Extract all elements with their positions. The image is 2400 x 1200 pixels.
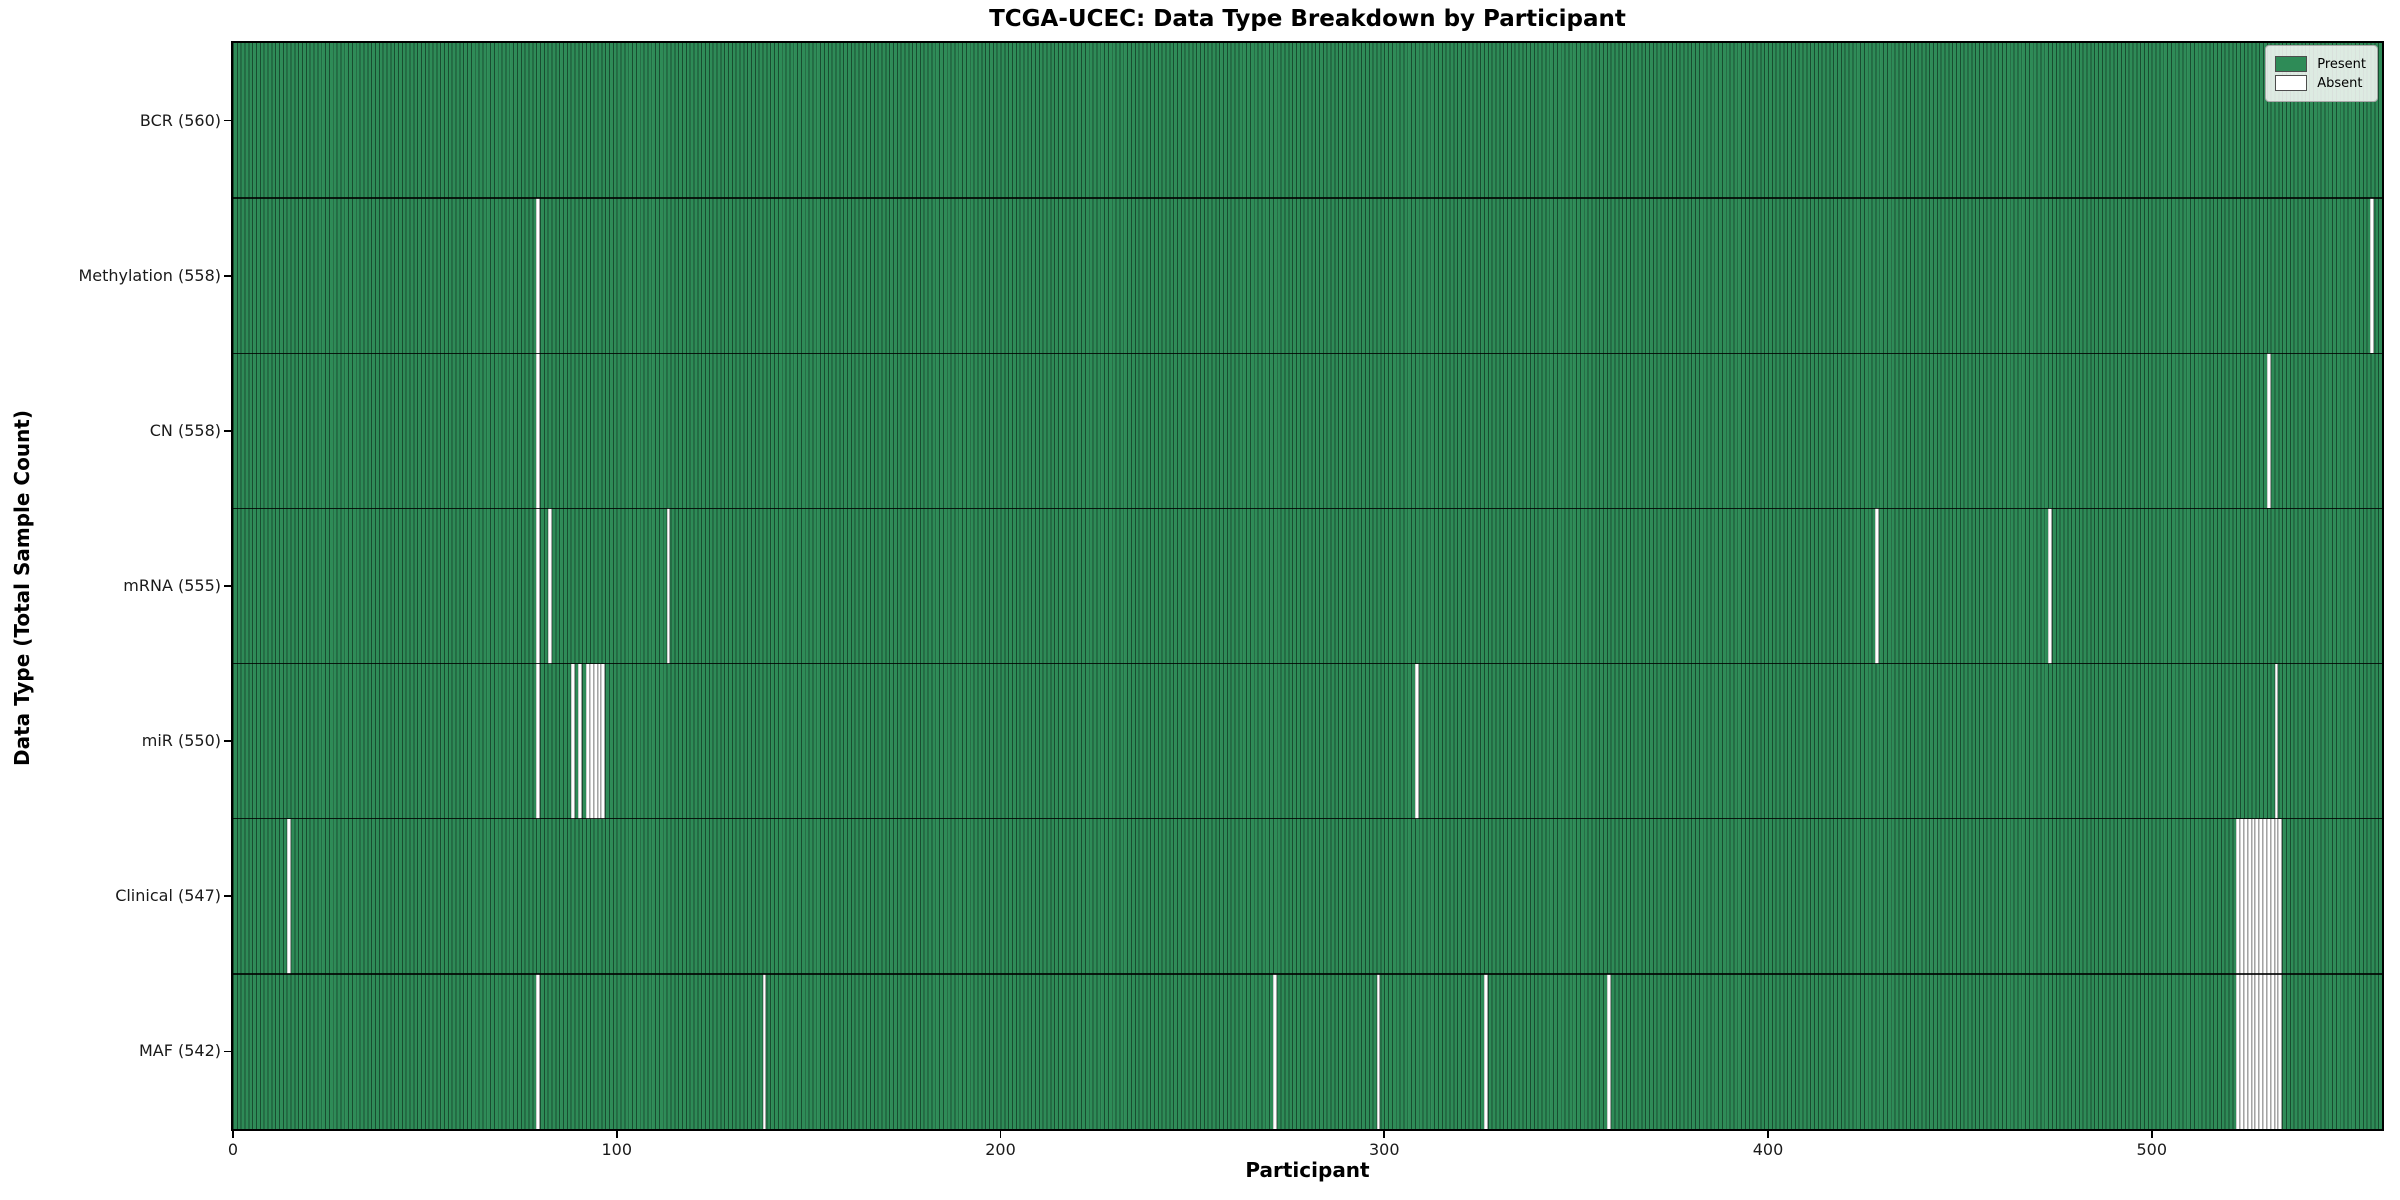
absent-gap-MAF-532	[2274, 973, 2279, 1129]
legend-present-label: Present	[2317, 56, 2366, 72]
absent-gap-miR-96	[601, 663, 606, 819]
absent-gap-MAF-533	[2278, 973, 2283, 1129]
absent-gap-Clinical-533	[2278, 818, 2283, 974]
legend-item-absent: Absent	[2275, 75, 2366, 91]
absent-gap-mRNA-79	[536, 508, 540, 664]
absent-gap-MAF-531	[2270, 973, 2275, 1129]
absent-gap-MAF-530	[2266, 973, 2271, 1129]
y-tick-mark	[224, 1050, 231, 1053]
x-tick-label-400: 400	[1752, 1140, 1784, 1159]
present-swatch	[2275, 56, 2308, 72]
x-tick-label-300: 300	[1368, 1140, 1400, 1159]
absent-gap-CN-79	[536, 353, 540, 509]
absent-gap-miR-95	[597, 663, 602, 819]
y-tick-label-MAF: MAF (542)	[138, 1041, 221, 1061]
y-tick-mark	[224, 895, 231, 898]
row-boundary	[233, 662, 2382, 665]
absent-gap-CN-530	[2266, 353, 2271, 509]
absent-gap-miR-92	[586, 663, 590, 819]
absent-gap-Clinical-532	[2274, 818, 2279, 974]
absent-gap-MAF-522	[2236, 973, 2240, 1129]
y-tick-mark	[224, 740, 231, 742]
x-tick-label-500: 500	[2136, 1140, 2168, 1159]
x-tick-mark	[999, 1131, 1002, 1138]
absent-gap-mRNA-428	[1875, 508, 1880, 664]
absent-gap-Clinical-526	[2251, 818, 2256, 974]
absent-gap-Clinical-525	[2247, 818, 2252, 974]
absent-gap-miR-79	[536, 663, 540, 819]
y-tick-label-miR: miR (550)	[141, 731, 221, 751]
absent-gap-Clinical-522	[2236, 818, 2240, 974]
legend-item-present: Present	[2275, 56, 2366, 72]
absent-gap-Methylation-79	[536, 198, 540, 354]
absent-gap-MAF-298	[1376, 973, 1381, 1129]
absent-gap-miR-532	[2274, 663, 2279, 819]
y-tick-label-mRNA: mRNA (555)	[123, 576, 221, 595]
row-boundary	[233, 197, 2382, 199]
absent-gap-miR-94	[593, 663, 598, 819]
absent-gap-Clinical-531	[2270, 818, 2275, 974]
row-boundary	[233, 973, 2382, 975]
absent-gap-MAF-358	[1606, 973, 1611, 1129]
y-tick-label-Clinical: Clinical (547)	[115, 886, 221, 906]
plot-area: Present Absent	[231, 41, 2384, 1131]
absent-gap-miR-93	[589, 663, 594, 819]
y-tick-mark	[224, 585, 231, 587]
absent-swatch	[2275, 75, 2308, 91]
x-tick-label-0: 0	[227, 1140, 239, 1159]
absent-gap-Clinical-528	[2259, 818, 2264, 974]
x-tick-mark	[1383, 1131, 1386, 1138]
y-tick-label-Methylation: Methylation (558)	[78, 265, 221, 285]
absent-gap-MAF-526	[2251, 973, 2256, 1129]
absent-gap-mRNA-113	[666, 508, 671, 664]
x-tick-mark	[1767, 1131, 1769, 1138]
absent-gap-Clinical-527	[2255, 818, 2260, 974]
y-tick-mark	[224, 119, 231, 122]
x-tick-label-100: 100	[601, 1140, 633, 1159]
y-tick-label-CN: CN (558)	[149, 420, 221, 440]
absent-gap-MAF-527	[2255, 973, 2260, 1129]
legend: Present Absent	[2265, 45, 2378, 102]
absent-gap-MAF-529	[2263, 973, 2267, 1129]
absent-gap-MAF-138	[762, 973, 767, 1129]
x-axis-label: Participant	[1245, 1158, 1370, 1182]
absent-gap-Clinical-530	[2266, 818, 2271, 974]
absent-gap-miR-90	[578, 663, 583, 819]
x-tick-label-200: 200	[985, 1140, 1016, 1159]
legend-absent-label: Absent	[2317, 75, 2363, 91]
row-boundary	[233, 352, 2382, 355]
absent-gap-miR-88	[570, 663, 575, 819]
absent-gap-Methylation-557	[2370, 198, 2375, 354]
absent-gap-MAF-271	[1272, 973, 1277, 1129]
absent-gap-mRNA-82	[547, 508, 552, 664]
absent-gap-MAF-79	[536, 973, 540, 1129]
absent-gap-MAF-525	[2247, 973, 2252, 1129]
absent-gap-MAF-524	[2243, 973, 2248, 1129]
absent-gap-Clinical-14	[286, 818, 291, 974]
absent-gap-Clinical-524	[2243, 818, 2248, 974]
x-tick-mark	[2150, 1131, 2153, 1138]
absent-gap-MAF-528	[2259, 973, 2264, 1129]
chart-title: TCGA-UCEC: Data Type Breakdown by Partic…	[989, 6, 1626, 32]
absent-gap-MAF-523	[2240, 973, 2244, 1129]
row-boundary	[233, 507, 2382, 510]
x-tick-mark	[615, 1131, 618, 1138]
row-boundary	[233, 817, 2382, 820]
x-tick-mark	[232, 1131, 234, 1138]
y-tick-mark	[224, 274, 231, 277]
absent-gap-miR-308	[1414, 663, 1419, 819]
y-tick-label-BCR: BCR (560)	[139, 110, 221, 130]
absent-gap-MAF-326	[1484, 973, 1488, 1129]
absent-gap-Clinical-529	[2263, 818, 2267, 974]
y-tick-mark	[224, 430, 231, 432]
absent-gap-mRNA-473	[2048, 508, 2052, 664]
absent-gap-Clinical-523	[2240, 818, 2244, 974]
